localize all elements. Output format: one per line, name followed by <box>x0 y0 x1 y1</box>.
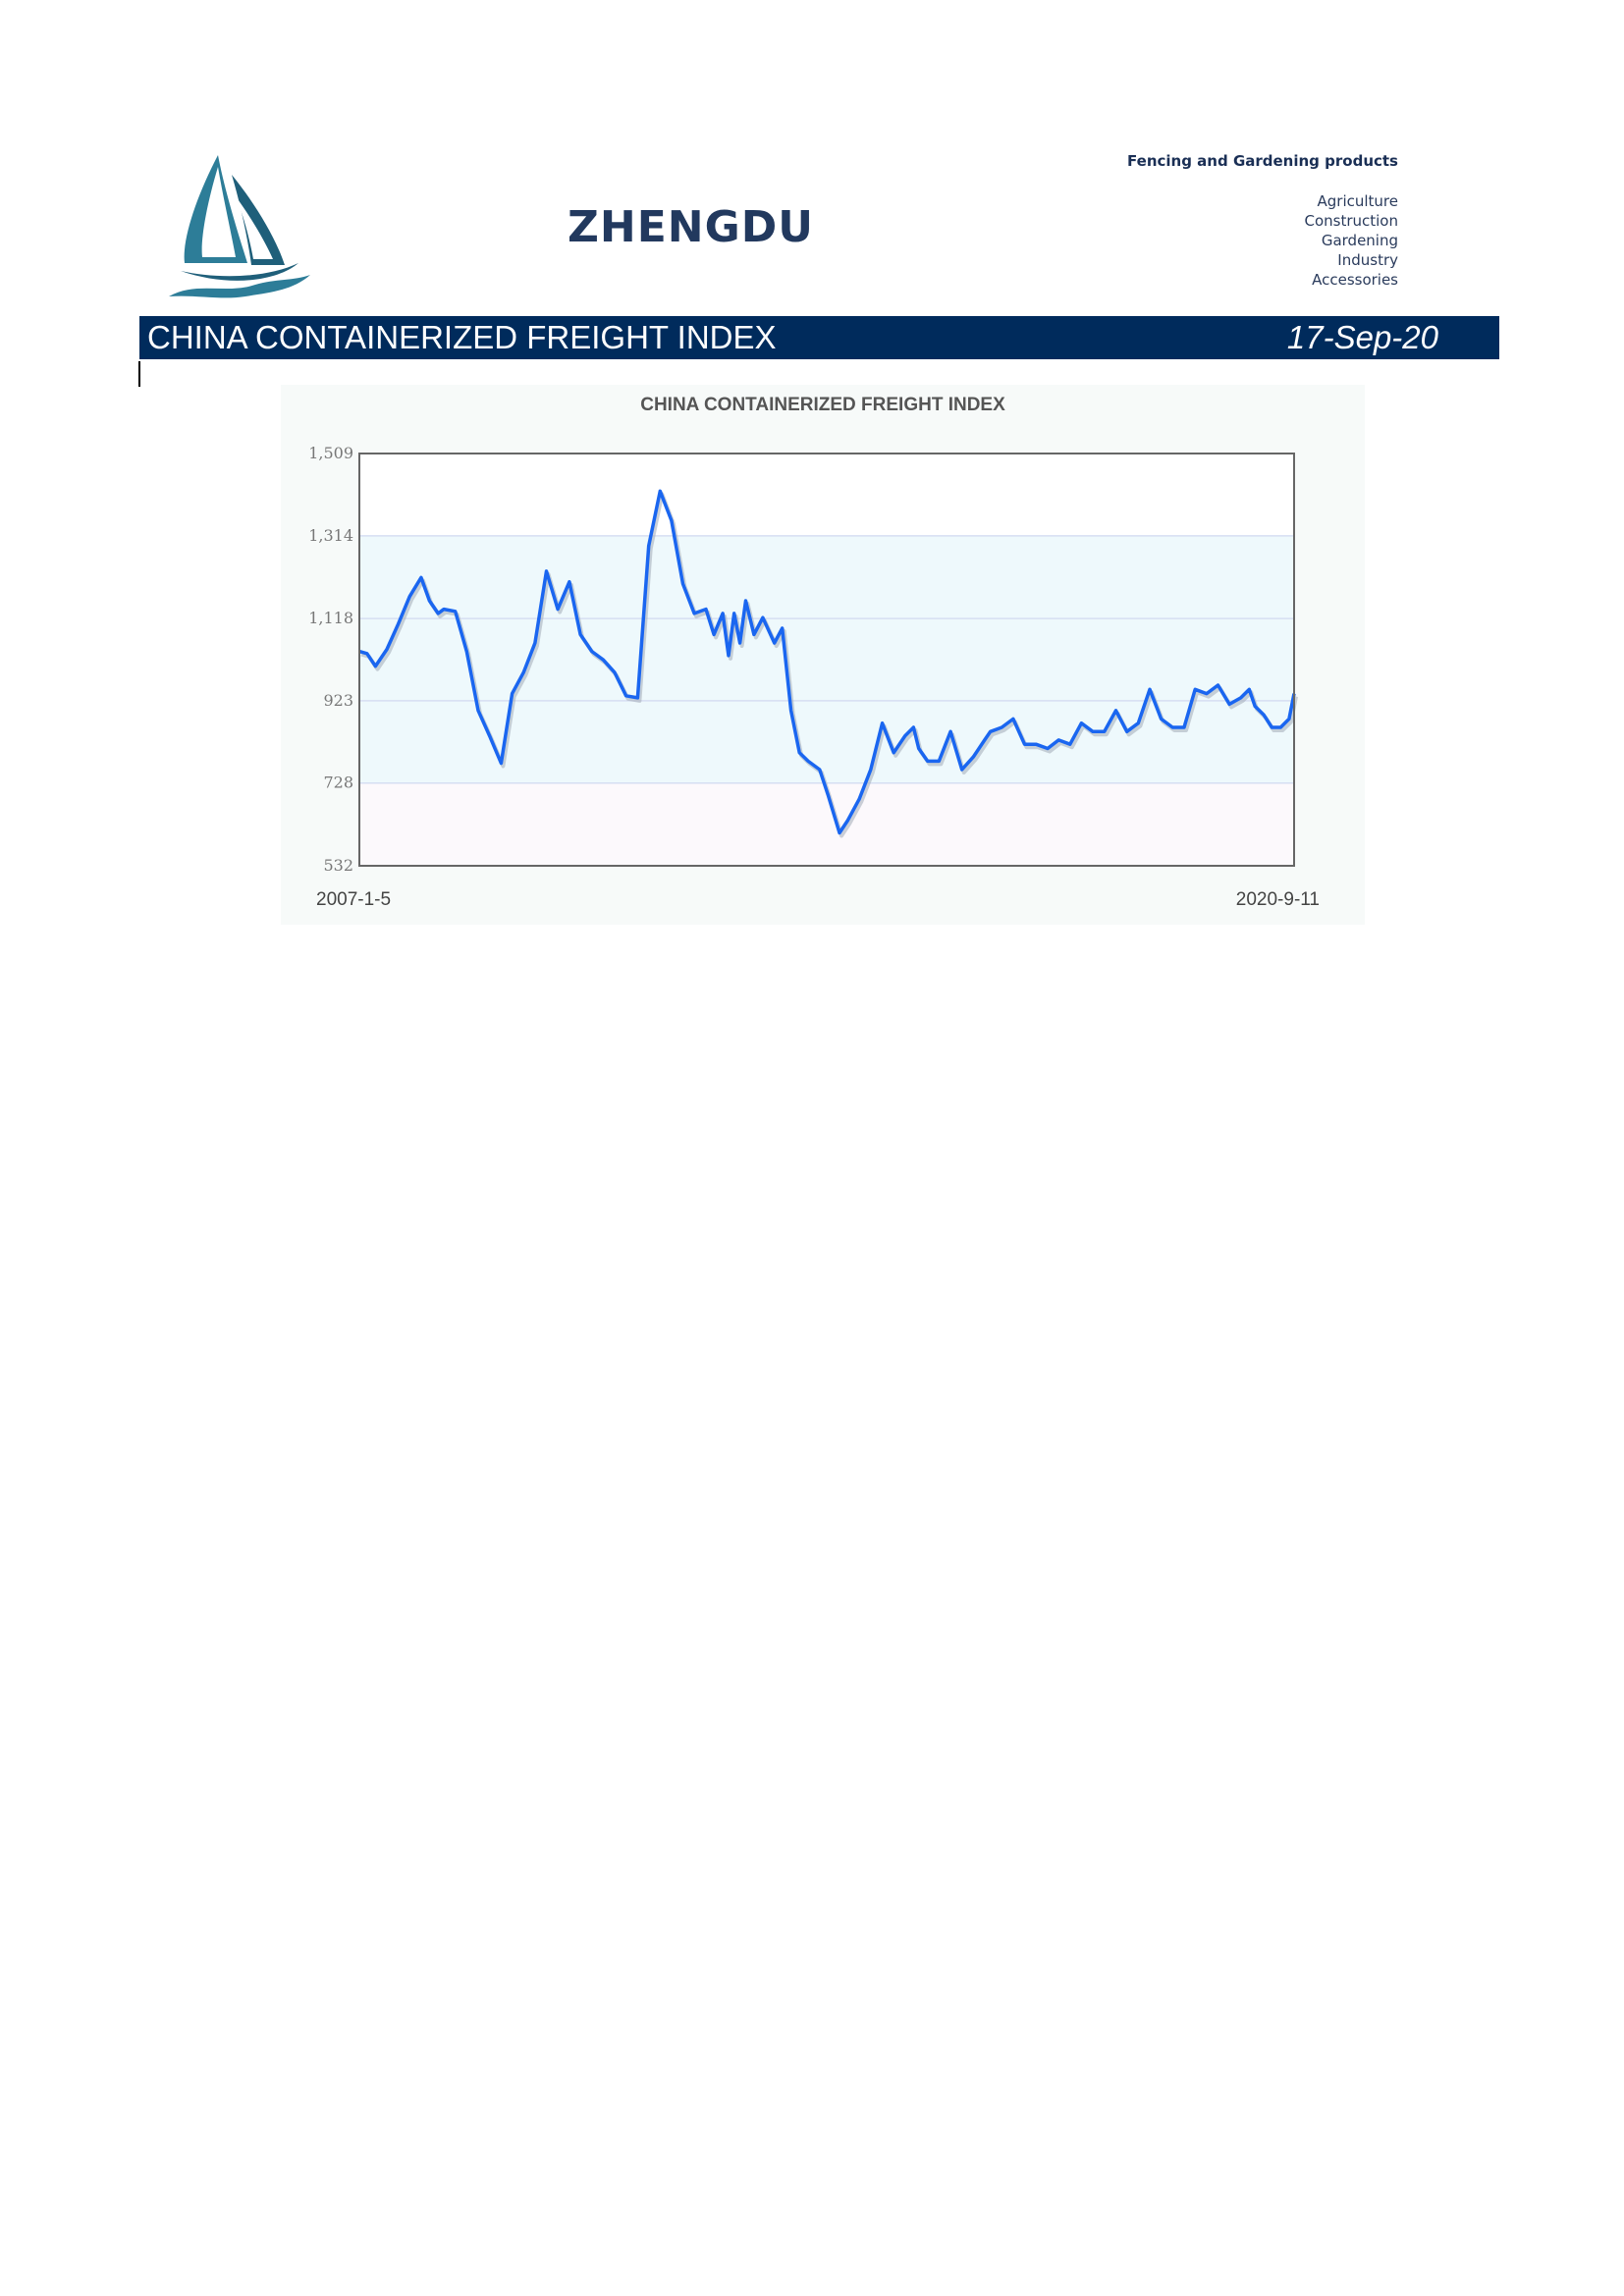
plot-frame <box>358 453 1295 867</box>
plot-band-blue <box>359 535 1294 783</box>
series-line <box>358 489 1296 835</box>
y-tick-label-2: 923 <box>323 691 353 710</box>
x-axis-end-label: 2020-9-11 <box>1235 889 1320 910</box>
chart-panel: 532 728 923 1,118 1,314 1,509 CHINA CONTAINER… <box>281 385 1365 925</box>
wave-shape <box>169 275 310 298</box>
hull-shape <box>181 263 298 281</box>
plot-band-pink <box>359 782 1294 866</box>
title-bar-date: 17-Sep-20 <box>1286 319 1438 355</box>
text-cursor <box>138 361 140 387</box>
sailboat-logo <box>169 155 310 298</box>
sail-secondary-shape <box>232 175 285 265</box>
y-tick-label-4: 1,314 <box>308 526 353 545</box>
company-info: Fencing and Gardening products Agricultu… <box>1127 152 1398 290</box>
title-bar-heading: CHINA CONTAINERIZED FREIGHT INDEX <box>147 319 777 355</box>
category-agriculture: Agriculture <box>1317 192 1399 210</box>
category-industry: Industry <box>1337 251 1398 269</box>
tagline: Fencing and Gardening products <box>1127 152 1398 170</box>
y-tick-label-3: 1,118 <box>308 609 353 627</box>
x-axis-start-label: 2007-1-5 <box>316 889 392 910</box>
category-construction: Construction <box>1304 212 1398 230</box>
sail-secondary-inner <box>236 196 273 259</box>
category-gardening: Gardening <box>1321 232 1398 249</box>
title-bar: CHINA CONTAINERIZED FREIGHT INDEX 17-Sep… <box>139 316 1499 359</box>
y-tick-label-1: 728 <box>323 774 353 792</box>
sail-inner-shape <box>201 167 236 257</box>
y-tick-label-0: 532 <box>323 856 353 875</box>
chart-title: CHINA CONTAINERIZED FREIGHT INDEX <box>640 395 1005 415</box>
brand-name: ZHENGDU <box>568 202 814 252</box>
y-tick-label-5: 1,509 <box>308 444 353 462</box>
category-accessories: Accessories <box>1312 271 1398 289</box>
chart-svg: 532 728 923 1,118 1,314 1,509 <box>308 444 1298 875</box>
